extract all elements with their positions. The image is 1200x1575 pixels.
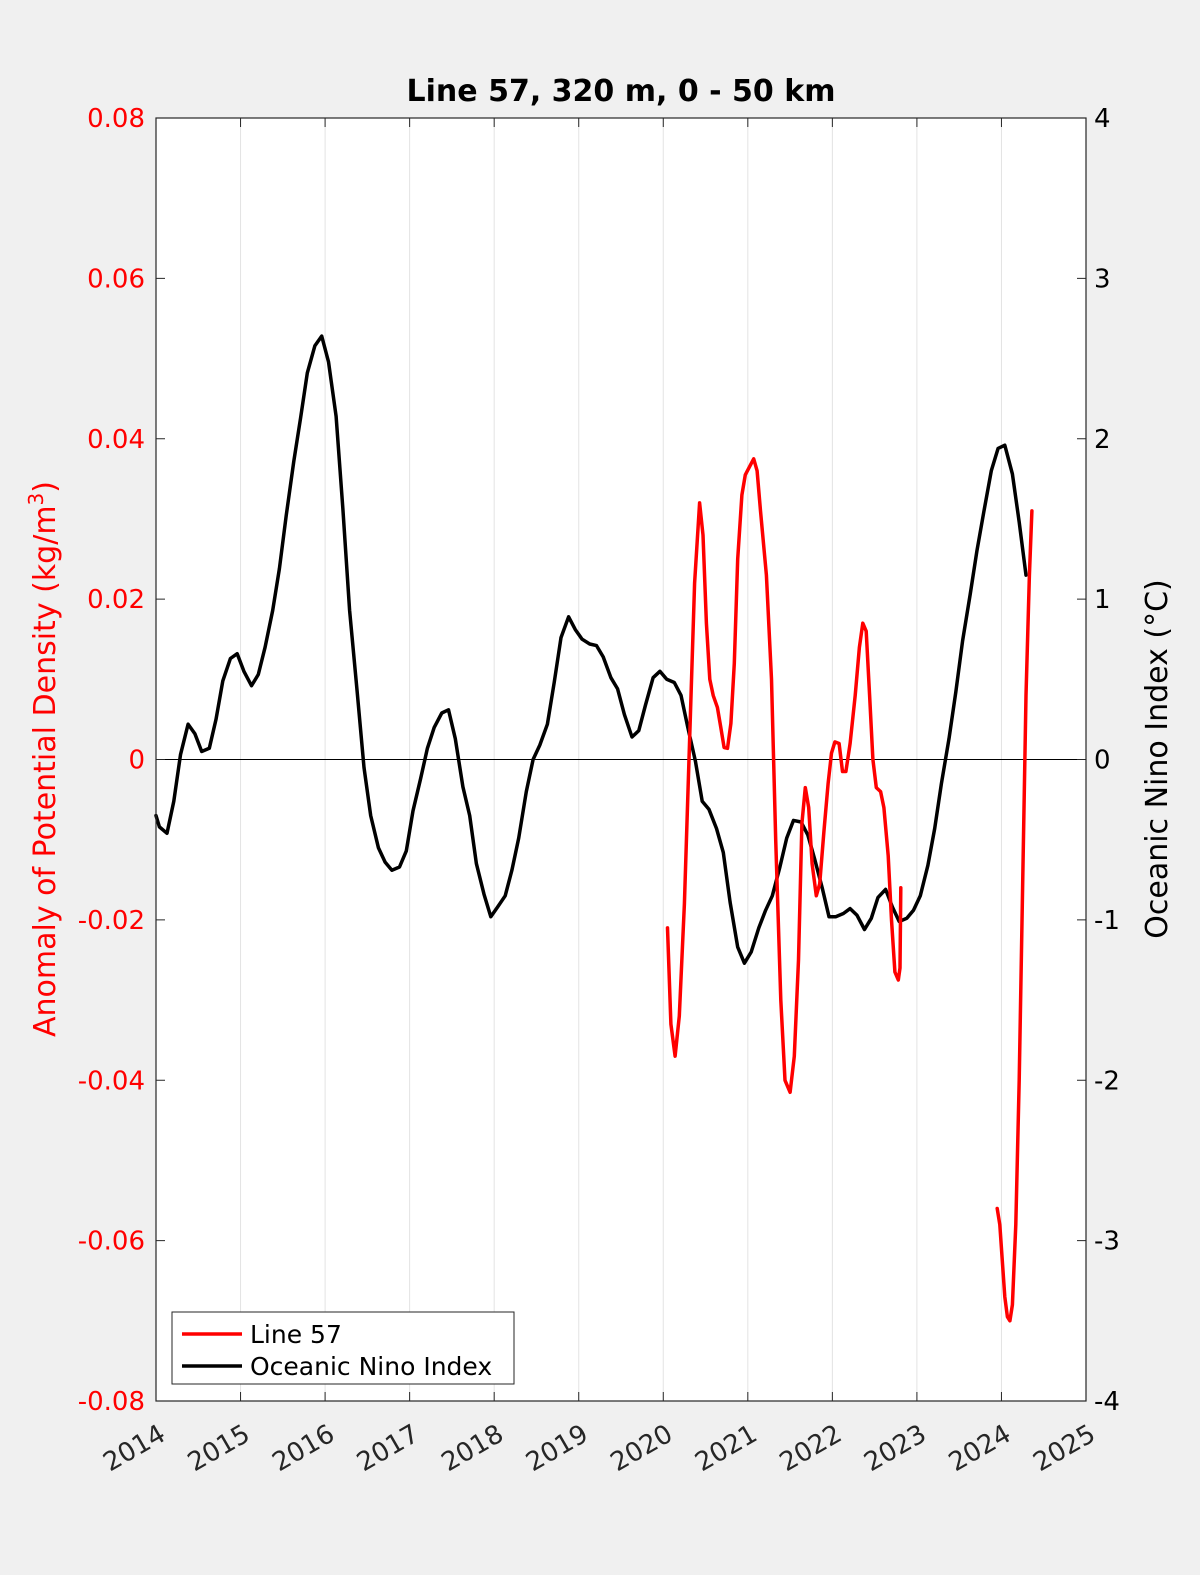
left-axis-title-close: ) (28, 481, 63, 493)
y-right-tick-label: 4 (1094, 104, 1111, 134)
y-left-tick-label: 0.04 (87, 425, 145, 455)
series-line-oni (154, 334, 1028, 965)
y-left-tick-label: 0.02 (87, 585, 145, 615)
series-layer (154, 334, 1034, 1323)
legend-box (171, 1311, 515, 1385)
y-left-tick-label: 0 (128, 746, 145, 776)
left-axis-title-main: Anomaly of Potential Density (kg/m (28, 505, 63, 1037)
y-left-tick-label: -0.08 (78, 1387, 145, 1417)
legend-label-oni: Oceanic Nino Index (250, 1352, 492, 1381)
legend-label-line57: Line 57 (250, 1320, 342, 1349)
y-left-tick-label: 0.08 (87, 104, 145, 134)
y-left-tick-label: -0.02 (78, 906, 145, 936)
y-right-tick-label: -2 (1094, 1066, 1120, 1096)
y-right-tick-label: -3 (1094, 1227, 1120, 1257)
series-line-line57-segment-1 (665, 457, 903, 1095)
y-left-tick-label: -0.04 (78, 1066, 145, 1096)
legend: Line 57 Oceanic Nino Index (171, 1311, 515, 1385)
left-axis-title-superscript: 3 (24, 493, 48, 506)
y-right-tick-label: 3 (1094, 264, 1111, 294)
y-right-tick-label: 1 (1094, 585, 1111, 615)
y-right-tick-label: -4 (1094, 1387, 1120, 1417)
y-left-tick-label: 0.06 (87, 264, 145, 294)
y-right-tick-label: 0 (1094, 746, 1111, 776)
series-line-line57-segment-2 (995, 509, 1034, 1323)
y-left-tick-label: -0.06 (78, 1227, 145, 1257)
left-axis-title: Anomaly of Potential Density (kg/m3) (24, 481, 63, 1037)
y-right-tick-label: -1 (1094, 906, 1120, 936)
right-axis-title: Oceanic Nino Index (°C) (1140, 579, 1175, 939)
chart-title: Line 57, 320 m, 0 - 50 km (407, 74, 836, 109)
y-right-tick-label: 2 (1094, 425, 1111, 455)
